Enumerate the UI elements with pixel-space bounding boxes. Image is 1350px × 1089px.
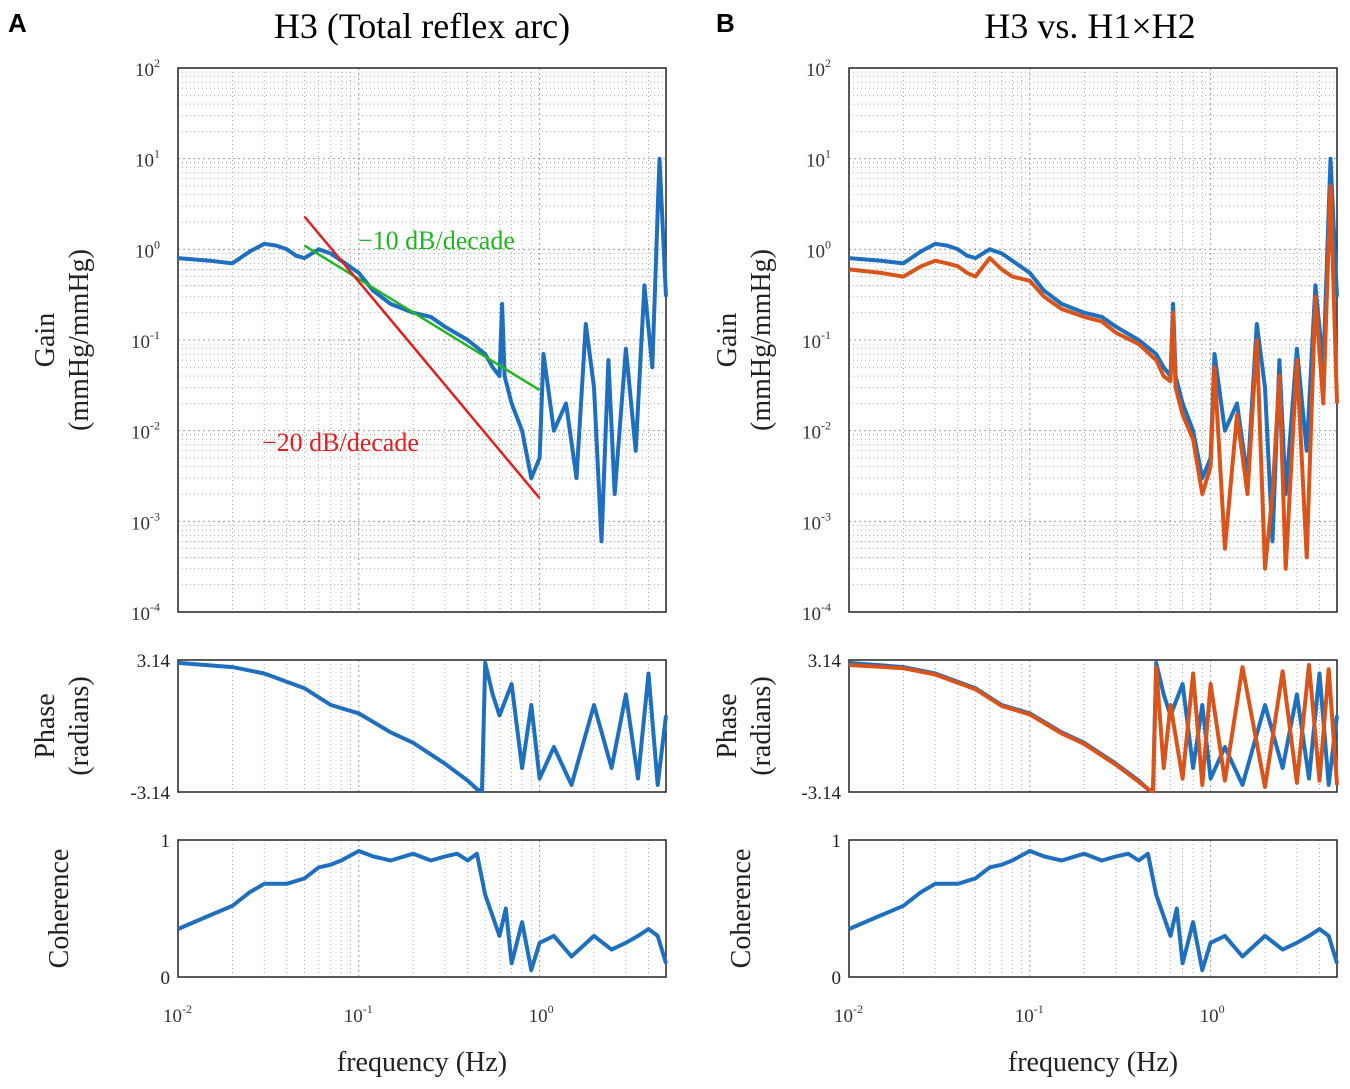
annotations: −10 dB/decade −20 dB/decade <box>262 226 515 457</box>
annotation-minus20: −20 dB/decade <box>262 428 419 457</box>
x-tick-label: 10-1 <box>344 1002 373 1027</box>
series--10-db-decade <box>303 244 541 392</box>
y-tick-label: 10-1 <box>802 328 831 353</box>
y-tick-label: 10-4 <box>802 600 831 625</box>
coherence-subplot: 1 0 Coherence <box>44 831 668 989</box>
coherence-ylabel: Coherence <box>44 849 75 969</box>
x-ticks: 10-2 10-1 100 <box>834 1002 1225 1027</box>
y-tick-label: 100 <box>135 237 160 262</box>
gain-axes-box <box>177 67 667 613</box>
series--20-db-decade <box>303 215 541 500</box>
x-tick-label: 10-2 <box>834 1002 863 1027</box>
x-tick-label: 10-1 <box>1015 1002 1044 1027</box>
x-tick-label: 100 <box>1200 1002 1225 1027</box>
gain-grid <box>178 68 666 612</box>
x-tick-label: 100 <box>529 1002 554 1027</box>
coherence-ylabel: Coherence <box>726 849 757 969</box>
gain-ylabel: Gain (mmHg/mmHg) <box>712 249 777 431</box>
coherence-axes-box <box>177 839 667 978</box>
panel-b-title: H3 vs. H1×H2 <box>984 6 1195 46</box>
y-tick-label: 0 <box>832 968 842 989</box>
y-tick-label: -3.14 <box>801 783 841 804</box>
gain-subplot: 102 101 100 10-1 10-2 10-3 10-4 Gain (mmHg/mmHg) <box>712 56 1339 625</box>
y-tick-label: 0 <box>161 968 171 989</box>
x-tick-label: 10-2 <box>163 1002 192 1027</box>
y-tick-label: 10-2 <box>131 419 160 444</box>
y-tick-label: 3.14 <box>808 651 842 672</box>
phase-ylabel: Phase (radians) <box>712 676 777 776</box>
panel-a-title: H3 (Total reflex arc) <box>274 6 570 46</box>
y-tick-label: 1 <box>161 831 171 852</box>
y-tick-label: 102 <box>806 56 831 81</box>
gain-ylabel: Gain (mmHg/mmHg) <box>30 249 95 431</box>
series-h3 <box>177 156 668 544</box>
coherence-axes-box <box>848 839 1338 978</box>
y-tick-label: 10-4 <box>131 600 160 625</box>
y-tick-label: 1 <box>832 831 842 852</box>
y-tick-label: 10-2 <box>802 419 831 444</box>
coherence-grid <box>232 840 649 977</box>
y-tick-label: 3.14 <box>137 651 171 672</box>
panel-a-letter: A <box>8 8 27 38</box>
y-tick-label: 10-1 <box>131 328 160 353</box>
y-tick-label: 10-3 <box>131 509 160 534</box>
y-tick-label: 102 <box>135 56 160 81</box>
y-tick-label: 100 <box>806 237 831 262</box>
panel-b-letter: B <box>716 8 735 38</box>
coherence-subplot: 1 0 Coherence <box>726 831 1339 989</box>
phase-axes-box <box>177 659 667 793</box>
series-h3 <box>177 660 668 794</box>
series-h1-h2 <box>848 184 1339 571</box>
phase-subplot: 3.14 -3.14 Phase (radians) <box>30 651 668 804</box>
y-tick-label: 101 <box>135 147 160 172</box>
panel-b: 102 101 100 10-1 10-2 10-3 10-4 Gain (mmHg/mmHg)… <box>712 56 1339 1078</box>
x-ticks: 10-2 10-1 100 <box>163 1002 554 1027</box>
series-h3 <box>848 849 1339 973</box>
phase-ylabel: Phase (radians) <box>30 676 95 776</box>
y-tick-label: -3.14 <box>130 783 170 804</box>
panel-a: 102 101 100 10-1 10-2 10-3 10-4 Gain (mmHg/mmHg)… <box>30 56 668 1078</box>
y-tick-label: 10-3 <box>802 509 831 534</box>
y-tick-label: 101 <box>806 147 831 172</box>
series-h1-h2 <box>848 663 1339 794</box>
x-axis-label: frequency (Hz) <box>1008 1047 1178 1078</box>
series-h3 <box>177 849 668 973</box>
annotation-minus10: −10 dB/decade <box>358 226 515 255</box>
coherence-grid <box>903 840 1320 977</box>
phase-subplot: 3.14 -3.14 Phase (radians) <box>712 651 1339 804</box>
x-axis-label: frequency (Hz) <box>337 1047 507 1078</box>
gain-subplot: 102 101 100 10-1 10-2 10-3 10-4 Gain (mmHg/mmHg)… <box>30 56 668 625</box>
